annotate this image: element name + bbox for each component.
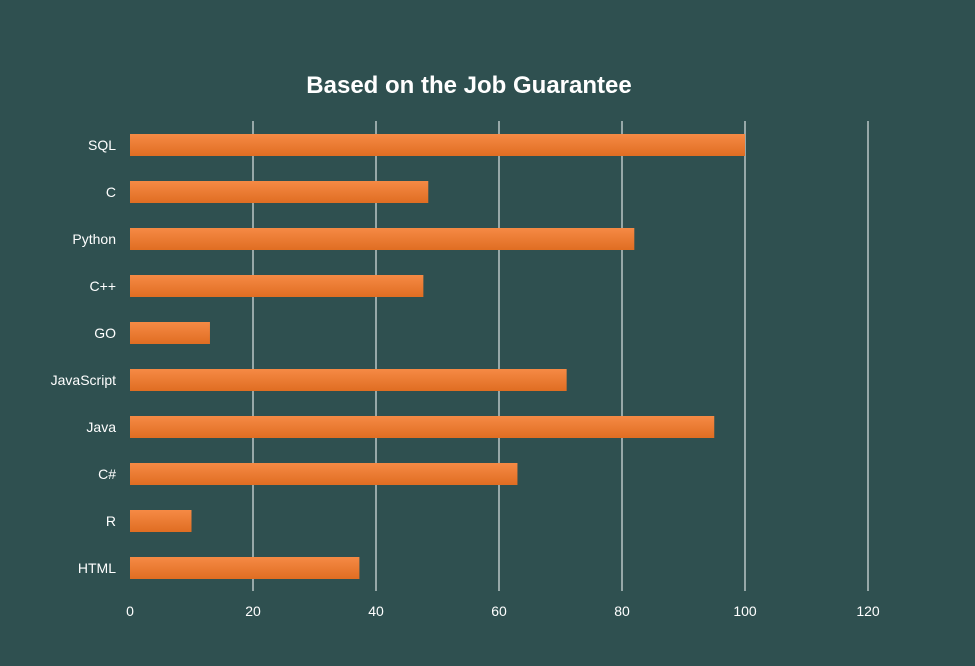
x-tick-label: 100 (733, 603, 757, 619)
category-labels: SQL C Python C++ GO JavaScript Java C# R HTML (51, 137, 117, 576)
category-label: SQL (88, 137, 116, 153)
bar-go (130, 322, 210, 344)
x-tick-label: 60 (491, 603, 507, 619)
bar-c (130, 181, 429, 203)
bar-sql (130, 134, 745, 156)
bar-python (130, 228, 635, 250)
category-label: HTML (78, 560, 116, 576)
category-label: C++ (90, 278, 116, 294)
x-tick-label: 20 (245, 603, 261, 619)
bar-c- (130, 275, 424, 297)
category-label: C# (98, 466, 116, 482)
x-tick-label: 120 (856, 603, 880, 619)
bar-html (130, 557, 360, 579)
category-label: GO (94, 325, 116, 341)
x-tick-label: 40 (368, 603, 384, 619)
bar-javascript (130, 369, 567, 391)
bar-r (130, 510, 192, 532)
chart-title: Based on the Job Guarantee (306, 72, 632, 99)
category-label: C (106, 184, 116, 200)
x-tick-label: 80 (614, 603, 630, 619)
x-tick-labels: 0 20 40 60 80 100 120 (126, 603, 880, 619)
bar-java (130, 416, 715, 438)
category-label: Java (86, 419, 116, 435)
category-label: Python (72, 231, 116, 247)
category-label: JavaScript (51, 372, 116, 388)
bar-c- (130, 463, 518, 485)
bars (130, 134, 745, 579)
category-label: R (106, 513, 116, 529)
x-tick-label: 0 (126, 603, 134, 619)
